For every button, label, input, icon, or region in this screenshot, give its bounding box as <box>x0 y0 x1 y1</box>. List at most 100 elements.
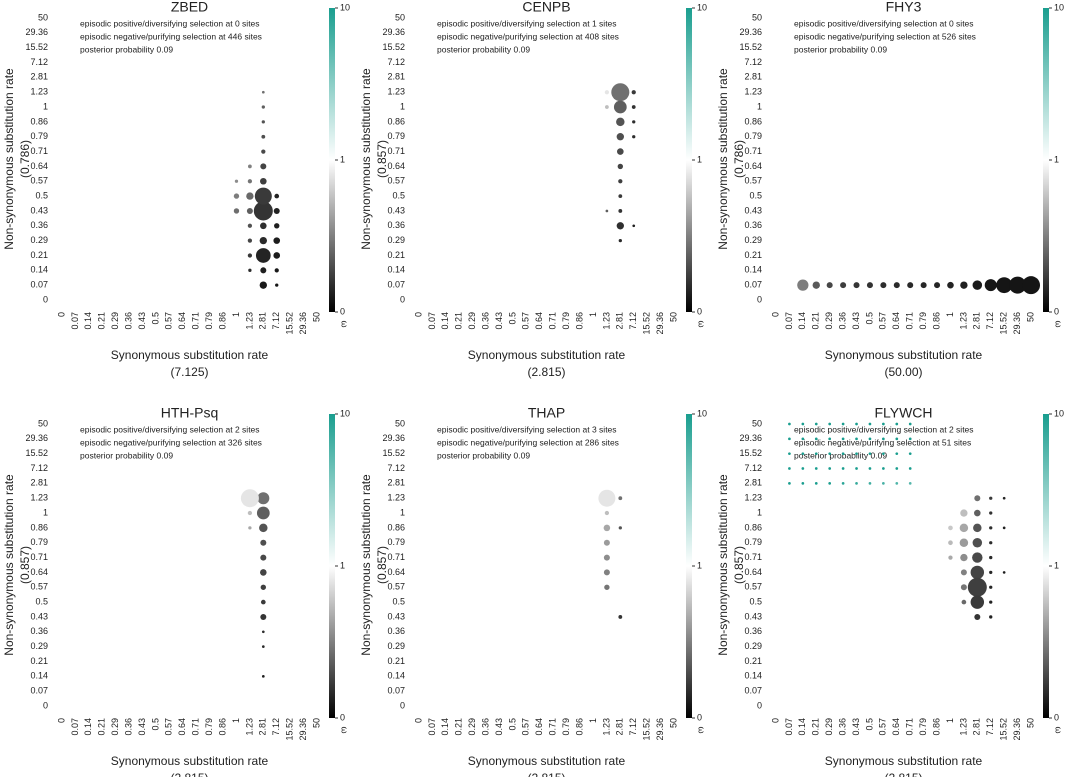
bubble <box>618 615 623 619</box>
y-tick-label: 0.79 <box>387 131 405 141</box>
x-tick-label: 0.29 <box>824 312 834 330</box>
y-tick-label: 0.29 <box>387 641 405 651</box>
y-axis-sublabel: (0.857) <box>732 546 746 584</box>
x-tick-label: 0.07 <box>70 312 80 330</box>
bubble <box>959 523 969 533</box>
x-tick-label: 50 <box>1025 312 1035 322</box>
bubble <box>246 207 253 214</box>
y-tick-label: 1 <box>400 101 405 111</box>
colorbar <box>329 8 335 312</box>
x-tick-label: 0.43 <box>851 312 861 330</box>
annotation: episodic positive/diversifying selection… <box>794 18 974 28</box>
bubble <box>895 467 899 470</box>
bubble <box>261 149 266 154</box>
bubble <box>261 90 265 94</box>
bubble <box>868 422 872 426</box>
bubble <box>895 437 899 441</box>
y-tick-label: 0.14 <box>30 265 48 275</box>
annotation: episodic negative/purifying selection at… <box>80 31 262 41</box>
x-tick-label: 0.43 <box>137 312 147 330</box>
bubble <box>617 163 624 170</box>
bubble <box>260 267 267 274</box>
y-tick-label: 7.12 <box>30 57 48 67</box>
colorbar-tick-label: 0 <box>1054 306 1059 316</box>
bubble <box>598 489 616 507</box>
bubble <box>618 209 623 213</box>
bubble <box>247 179 253 184</box>
y-tick-label: 15.52 <box>382 42 405 52</box>
y-tick-label: 50 <box>38 12 48 22</box>
bubble <box>260 222 267 230</box>
annotation: episodic positive/diversifying selection… <box>794 424 974 434</box>
x-tick-label: 0.14 <box>440 718 450 736</box>
y-tick-label: 0.57 <box>744 582 762 592</box>
x-tick-label: 0.43 <box>494 718 504 736</box>
bubble <box>260 569 267 576</box>
x-tick-label: 0.86 <box>217 312 227 330</box>
y-axis-label: Non-synonymous substitution rate <box>2 68 16 250</box>
y-tick-label: 0.07 <box>30 686 48 696</box>
y-tick-label: 0.14 <box>387 265 405 275</box>
y-tick-label: 0.29 <box>744 641 762 651</box>
y-tick-label: 0.71 <box>744 146 762 156</box>
annotation: episodic negative/purifying selection at… <box>80 437 262 447</box>
x-tick-label: 0.43 <box>494 312 504 330</box>
bubble <box>274 193 280 199</box>
y-tick-label: 0.86 <box>387 116 405 126</box>
bubble <box>254 187 272 205</box>
x-tick-label: 0.71 <box>191 312 201 330</box>
y-tick-label: 29.36 <box>739 27 762 37</box>
y-axis-label: Non-synonymous substitution rate <box>2 474 16 656</box>
x-tick-label: 50 <box>311 718 321 728</box>
x-tick-label: 0.79 <box>204 718 214 736</box>
y-tick-label: 1 <box>400 507 405 517</box>
bubble <box>255 248 271 263</box>
y-tick-label: 50 <box>395 12 405 22</box>
bubble <box>895 422 899 426</box>
annotation: episodic negative/purifying selection at… <box>794 437 971 447</box>
bubble <box>840 282 847 289</box>
x-tick-label: 0.64 <box>177 718 187 736</box>
bubble <box>996 277 1013 294</box>
x-tick-label: 0.36 <box>123 718 133 736</box>
bubble <box>259 523 268 533</box>
bubble <box>841 452 845 456</box>
x-tick-label: 0 <box>770 718 780 723</box>
bubble <box>814 437 818 441</box>
panel: THAP episodic positive/diversifying selec… <box>359 405 707 777</box>
x-tick-label: 1.23 <box>958 312 968 330</box>
x-tick-label: 1 <box>588 312 598 317</box>
y-tick-label: 1 <box>757 101 762 111</box>
colorbar-tick-label: 1 <box>697 560 702 570</box>
bubble <box>613 100 627 114</box>
bubble <box>908 467 912 470</box>
bubble <box>274 223 280 229</box>
y-tick-label: 0.36 <box>744 220 762 230</box>
y-tick-label: 2.81 <box>387 72 405 82</box>
bubble <box>989 511 993 515</box>
bubble <box>948 540 953 546</box>
x-tick-label: 0.07 <box>784 312 794 330</box>
y-tick-label: 7.12 <box>30 463 48 473</box>
x-tick-label: 2.81 <box>258 312 268 330</box>
bubble <box>1002 496 1006 500</box>
bubble <box>882 467 885 470</box>
y-tick-label: 29.36 <box>382 433 405 443</box>
x-tick-label: 7.12 <box>628 312 638 330</box>
x-tick-label: 7.12 <box>628 718 638 736</box>
x-tick-label: 1 <box>231 312 241 317</box>
y-tick-label: 0.07 <box>30 280 48 290</box>
y-tick-label: 15.52 <box>739 448 762 458</box>
bubble <box>260 554 267 561</box>
colorbar-label: ω <box>340 320 350 327</box>
bubble <box>797 279 809 291</box>
bubble <box>841 467 845 470</box>
y-tick-label: 50 <box>752 418 762 428</box>
annotation: episodic negative/purifying selection at… <box>794 31 976 41</box>
x-tick-label: 15.52 <box>285 718 295 741</box>
bubble <box>974 613 981 620</box>
y-tick-label: 0.21 <box>30 656 48 666</box>
x-tick-label: 0.21 <box>454 312 464 330</box>
x-tick-label: 15.52 <box>642 312 652 335</box>
bubble <box>960 281 968 289</box>
